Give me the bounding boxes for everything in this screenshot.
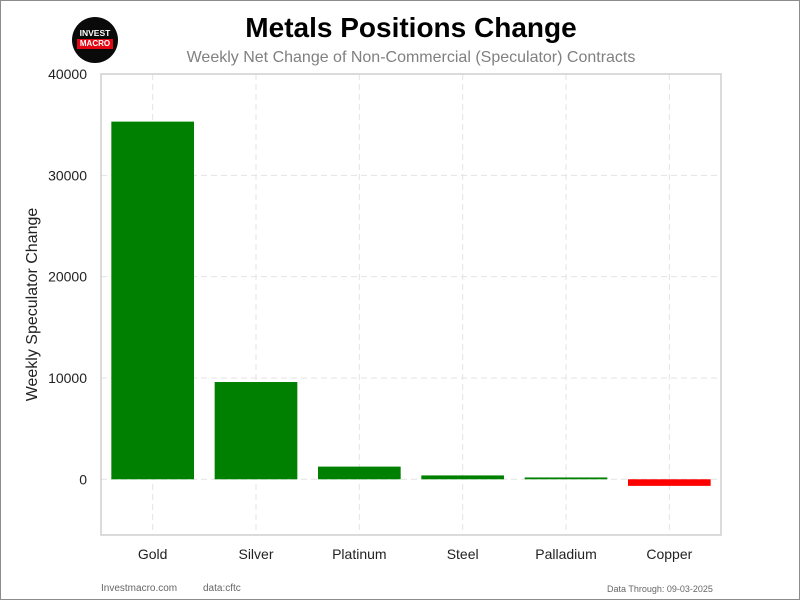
logo-text-bottom: MACRO <box>77 39 113 49</box>
y-tick-label: 40000 <box>48 66 87 82</box>
y-tick-label: 30000 <box>48 167 87 183</box>
bar-gold <box>111 121 194 480</box>
bars <box>111 121 711 486</box>
y-tick-labels: 0 10000 20000 30000 40000 <box>48 66 87 487</box>
bar-platinum <box>318 466 401 480</box>
footer-source: data:cftc <box>203 583 241 594</box>
footer-site: Investmacro.com <box>101 583 178 594</box>
x-tick-label-silver: Silver <box>238 546 273 562</box>
x-tick-label-steel: Steel <box>447 546 479 562</box>
footer-data-through: Data Through: 09-03-2025 <box>607 584 713 594</box>
chart-subtitle: Weekly Net Change of Non-Commercial (Spe… <box>186 49 636 66</box>
y-tick-label: 0 <box>79 471 87 487</box>
x-tick-label-gold: Gold <box>138 546 168 562</box>
bar-copper <box>628 479 711 486</box>
bar-steel <box>421 475 504 480</box>
y-tick-label: 20000 <box>48 269 87 285</box>
investmacro-logo: INVEST MACRO <box>72 17 118 63</box>
x-tick-labels: Gold Silver Platinum Steel Palladium Copper <box>138 546 693 562</box>
bar-silver <box>214 382 298 480</box>
x-tick-label-palladium: Palladium <box>535 546 596 562</box>
x-tick-label-platinum: Platinum <box>332 546 386 562</box>
y-tick-label: 10000 <box>48 370 87 386</box>
plot-area-border <box>100 73 722 536</box>
chart-title: Metals Positions Change <box>245 12 577 43</box>
logo-text-top: INVEST <box>79 28 111 38</box>
x-tick-label-copper: Copper <box>646 546 692 562</box>
y-axis-label: Weekly Speculator Change <box>24 208 41 402</box>
bar-palladium <box>524 477 608 480</box>
